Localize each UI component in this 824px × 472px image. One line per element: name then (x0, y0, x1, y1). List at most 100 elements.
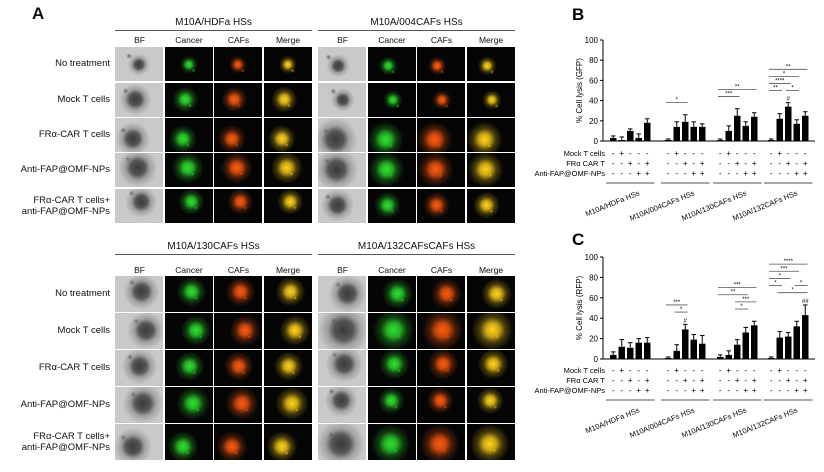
row-label: FRα-CAR T cells+ anti-FAP@OMF-NPs (21, 431, 110, 453)
significance-label: *** (734, 283, 742, 289)
y-tick-label: 0 (594, 137, 599, 146)
y-tick-label: 0 (594, 355, 599, 364)
condition-sign: - (692, 376, 695, 385)
condition-sign: - (684, 386, 687, 395)
bf-image (115, 276, 163, 312)
bar (725, 130, 732, 141)
cancer-image (164, 276, 213, 312)
cancer-image (367, 350, 416, 386)
column-header: BF (134, 35, 145, 45)
merge-image (263, 83, 312, 117)
significance-label: * (740, 304, 743, 310)
cancer-image (367, 118, 416, 152)
row-label: Mock T cells (57, 94, 110, 105)
condition-sign: - (787, 366, 790, 375)
condition-label: FRα CAR T (566, 376, 605, 385)
condition-sign: - (795, 376, 798, 385)
row-label: Mock T cells (57, 325, 110, 336)
merge-image (466, 350, 515, 386)
bar (618, 139, 625, 141)
condition-sign: - (701, 366, 704, 375)
significance-label: *** (725, 92, 733, 98)
column-header: BF (337, 35, 348, 45)
condition-sign: - (736, 366, 739, 375)
significance-label: *** (780, 266, 788, 272)
significance-label: ** (731, 290, 736, 296)
condition-label: Mock T cells (564, 149, 606, 158)
condition-sign: + (683, 159, 688, 168)
bf-image (115, 350, 163, 386)
condition-sign: + (735, 376, 740, 385)
condition-sign: - (787, 386, 790, 395)
bar (673, 350, 680, 359)
condition-sign: - (795, 149, 798, 158)
bar (627, 347, 634, 359)
condition-sign: - (770, 169, 773, 178)
bf-image (115, 83, 163, 117)
y-tick-label: 80 (589, 273, 598, 282)
condition-sign: + (743, 169, 748, 178)
bar (785, 336, 792, 359)
condition-sign: - (684, 366, 687, 375)
bar (618, 346, 625, 359)
significance-label: **** (784, 259, 794, 265)
bf-image (115, 424, 163, 460)
y-tick-label: 20 (589, 117, 598, 126)
condition-sign: + (645, 169, 650, 178)
condition-sign: - (770, 376, 773, 385)
condition-sign: - (692, 366, 695, 375)
cafs-image (417, 313, 465, 349)
condition-sign: + (683, 376, 688, 385)
group-title: M10A/130CAFs HSs (115, 241, 312, 255)
bar (644, 342, 651, 359)
row-label: No treatment (55, 58, 110, 69)
condition-label: FRα CAR T (566, 159, 605, 168)
cancer-image (367, 276, 416, 312)
panel-a-letter: A (32, 4, 45, 23)
bf-image (318, 153, 366, 187)
merge-image (263, 153, 312, 187)
condition-sign: - (727, 386, 730, 395)
condition-sign: - (744, 376, 747, 385)
condition-sign: + (735, 159, 740, 168)
condition-sign: - (629, 169, 632, 178)
bar (751, 116, 758, 141)
cafs-image (417, 47, 465, 81)
column-header: CAFs (227, 265, 250, 275)
cancer-image (164, 47, 213, 81)
condition-sign: - (770, 386, 773, 395)
merge-image (466, 424, 515, 460)
condition-sign: - (637, 149, 640, 158)
bar (673, 126, 680, 141)
significance-label: * (791, 86, 794, 92)
condition-sign: - (795, 366, 798, 375)
condition-sign: - (719, 366, 722, 375)
condition-sign: + (700, 169, 705, 178)
bar (802, 315, 809, 359)
condition-sign: + (645, 159, 650, 168)
bf-image (318, 313, 366, 349)
cafs-image (214, 424, 262, 460)
bf-image (115, 118, 163, 152)
merge-image (263, 118, 312, 152)
bar (690, 126, 697, 141)
condition-sign: + (700, 376, 705, 385)
bf-image (115, 189, 163, 223)
condition-sign: - (620, 376, 623, 385)
cancer-image (164, 118, 213, 152)
condition-sign: - (612, 169, 615, 178)
condition-sign: + (628, 159, 633, 168)
cafs-image (214, 313, 262, 349)
cafs-image (214, 387, 262, 423)
condition-sign: - (701, 149, 704, 158)
bar (802, 115, 809, 141)
column-header: CAFs (430, 265, 453, 275)
significance-label: ** (786, 64, 791, 70)
column-header: Merge (275, 265, 301, 275)
condition-sign: - (692, 149, 695, 158)
column-header: Merge (275, 35, 301, 45)
condition-sign: - (620, 169, 623, 178)
bar-mark: ## (802, 299, 809, 305)
merge-image (263, 276, 312, 312)
condition-sign: + (674, 149, 679, 158)
